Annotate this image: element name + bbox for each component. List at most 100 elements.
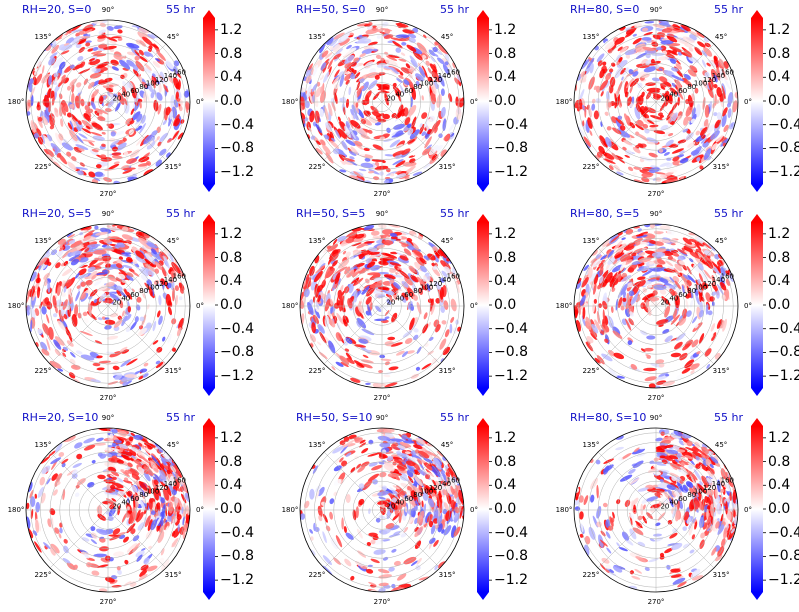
field-blob — [385, 59, 398, 67]
field-blob — [336, 235, 347, 242]
field-blob — [71, 473, 78, 479]
field-blob — [376, 63, 387, 68]
field-blob — [406, 494, 416, 507]
field-blob — [719, 477, 727, 489]
field-blob — [643, 347, 654, 352]
radial-tick-label: 40 — [395, 91, 404, 99]
radial-tick-label: 80 — [687, 287, 696, 295]
field-blob — [370, 251, 380, 255]
field-blob — [173, 77, 180, 90]
field-blob — [371, 230, 380, 236]
field-blob — [695, 130, 701, 136]
colorbar-tick-label: 1.2 — [768, 225, 791, 242]
field-blob — [68, 372, 76, 379]
field-blob — [54, 76, 58, 83]
field-blob — [116, 263, 123, 269]
field-blob — [139, 268, 149, 277]
field-blob — [605, 564, 611, 570]
panel: RH=80, S=5 55 hr 20 40 60 80 100 120 140 160 90° 45… — [548, 204, 799, 408]
field-blob — [326, 245, 332, 249]
field-blob — [170, 511, 176, 525]
field-blob — [578, 98, 583, 110]
field-blob — [449, 323, 453, 334]
field-blob — [313, 270, 323, 283]
field-blob — [94, 340, 103, 345]
field-blob — [608, 165, 614, 171]
field-blob — [108, 137, 116, 143]
field-blob — [402, 440, 415, 444]
radial-tick-label: 80 — [139, 491, 148, 499]
panel: RH=80, S=10 55 hr 20 40 60 80 100 120 140 160 90° 4… — [548, 408, 799, 612]
field-blob — [658, 323, 664, 327]
field-blob — [442, 346, 451, 356]
field-blob — [414, 526, 419, 532]
colorbar-tick-label: −0.4 — [494, 524, 528, 541]
field-blob — [160, 497, 166, 504]
field-blob — [384, 361, 390, 366]
field-blob — [699, 165, 704, 170]
field-blob — [580, 523, 584, 533]
field-blob — [116, 290, 122, 297]
field-blob — [341, 140, 348, 151]
colorbar-tick-label: 1.2 — [768, 21, 791, 38]
colorbar-tick-label: 0.4 — [220, 69, 243, 86]
field-blob — [579, 74, 587, 83]
field-blob — [421, 131, 426, 136]
field-blob — [327, 58, 334, 70]
field-blob — [309, 529, 313, 534]
field-blob — [111, 36, 122, 39]
field-blob — [362, 99, 369, 106]
colorbar-tick-label: −0.8 — [768, 344, 799, 361]
field-blob — [636, 234, 648, 239]
field-blob — [350, 108, 355, 116]
field-blob — [624, 499, 631, 508]
field-blob — [158, 295, 162, 306]
angular-gridline — [107, 305, 167, 365]
field-blob — [581, 315, 586, 327]
field-blob — [143, 446, 151, 454]
field-blob — [116, 142, 127, 151]
field-blob — [608, 84, 614, 94]
field-blob — [380, 89, 388, 94]
field-blob — [664, 297, 671, 306]
angular-gridline — [107, 509, 167, 569]
field-blob — [163, 256, 170, 269]
colorbar-extend-low — [203, 184, 215, 192]
field-blob — [63, 42, 70, 46]
field-blob — [324, 298, 331, 312]
field-blob — [345, 337, 353, 344]
field-blob — [389, 262, 402, 267]
field-blob — [655, 319, 669, 325]
field-blob — [599, 276, 604, 284]
field-blob — [109, 535, 121, 541]
field-blob — [132, 259, 138, 265]
field-blob — [413, 444, 423, 450]
field-blob — [131, 288, 135, 293]
field-blob — [89, 72, 102, 79]
field-blob — [459, 97, 464, 108]
polar-frame — [299, 223, 465, 389]
field-blob — [397, 573, 407, 581]
field-blob — [433, 53, 439, 57]
field-blob — [594, 319, 602, 332]
field-blob — [711, 282, 717, 292]
field-blob — [146, 242, 158, 249]
angle-label: 225° — [34, 367, 52, 376]
field-blob — [43, 148, 49, 155]
field-blob — [694, 288, 699, 296]
field-blob — [371, 111, 382, 118]
field-blob — [634, 22, 642, 29]
angular-gridline — [323, 451, 383, 511]
angle-label: 270° — [99, 190, 117, 198]
field-blob — [334, 272, 341, 285]
field-blob — [162, 119, 168, 125]
field-blob — [106, 335, 119, 340]
angle-label: 180° — [555, 98, 573, 106]
field-blob — [716, 60, 724, 70]
field-blob — [304, 100, 310, 109]
field-blob — [399, 490, 406, 496]
field-blob — [360, 285, 371, 296]
field-blob — [130, 321, 137, 331]
field-blob — [682, 237, 693, 245]
